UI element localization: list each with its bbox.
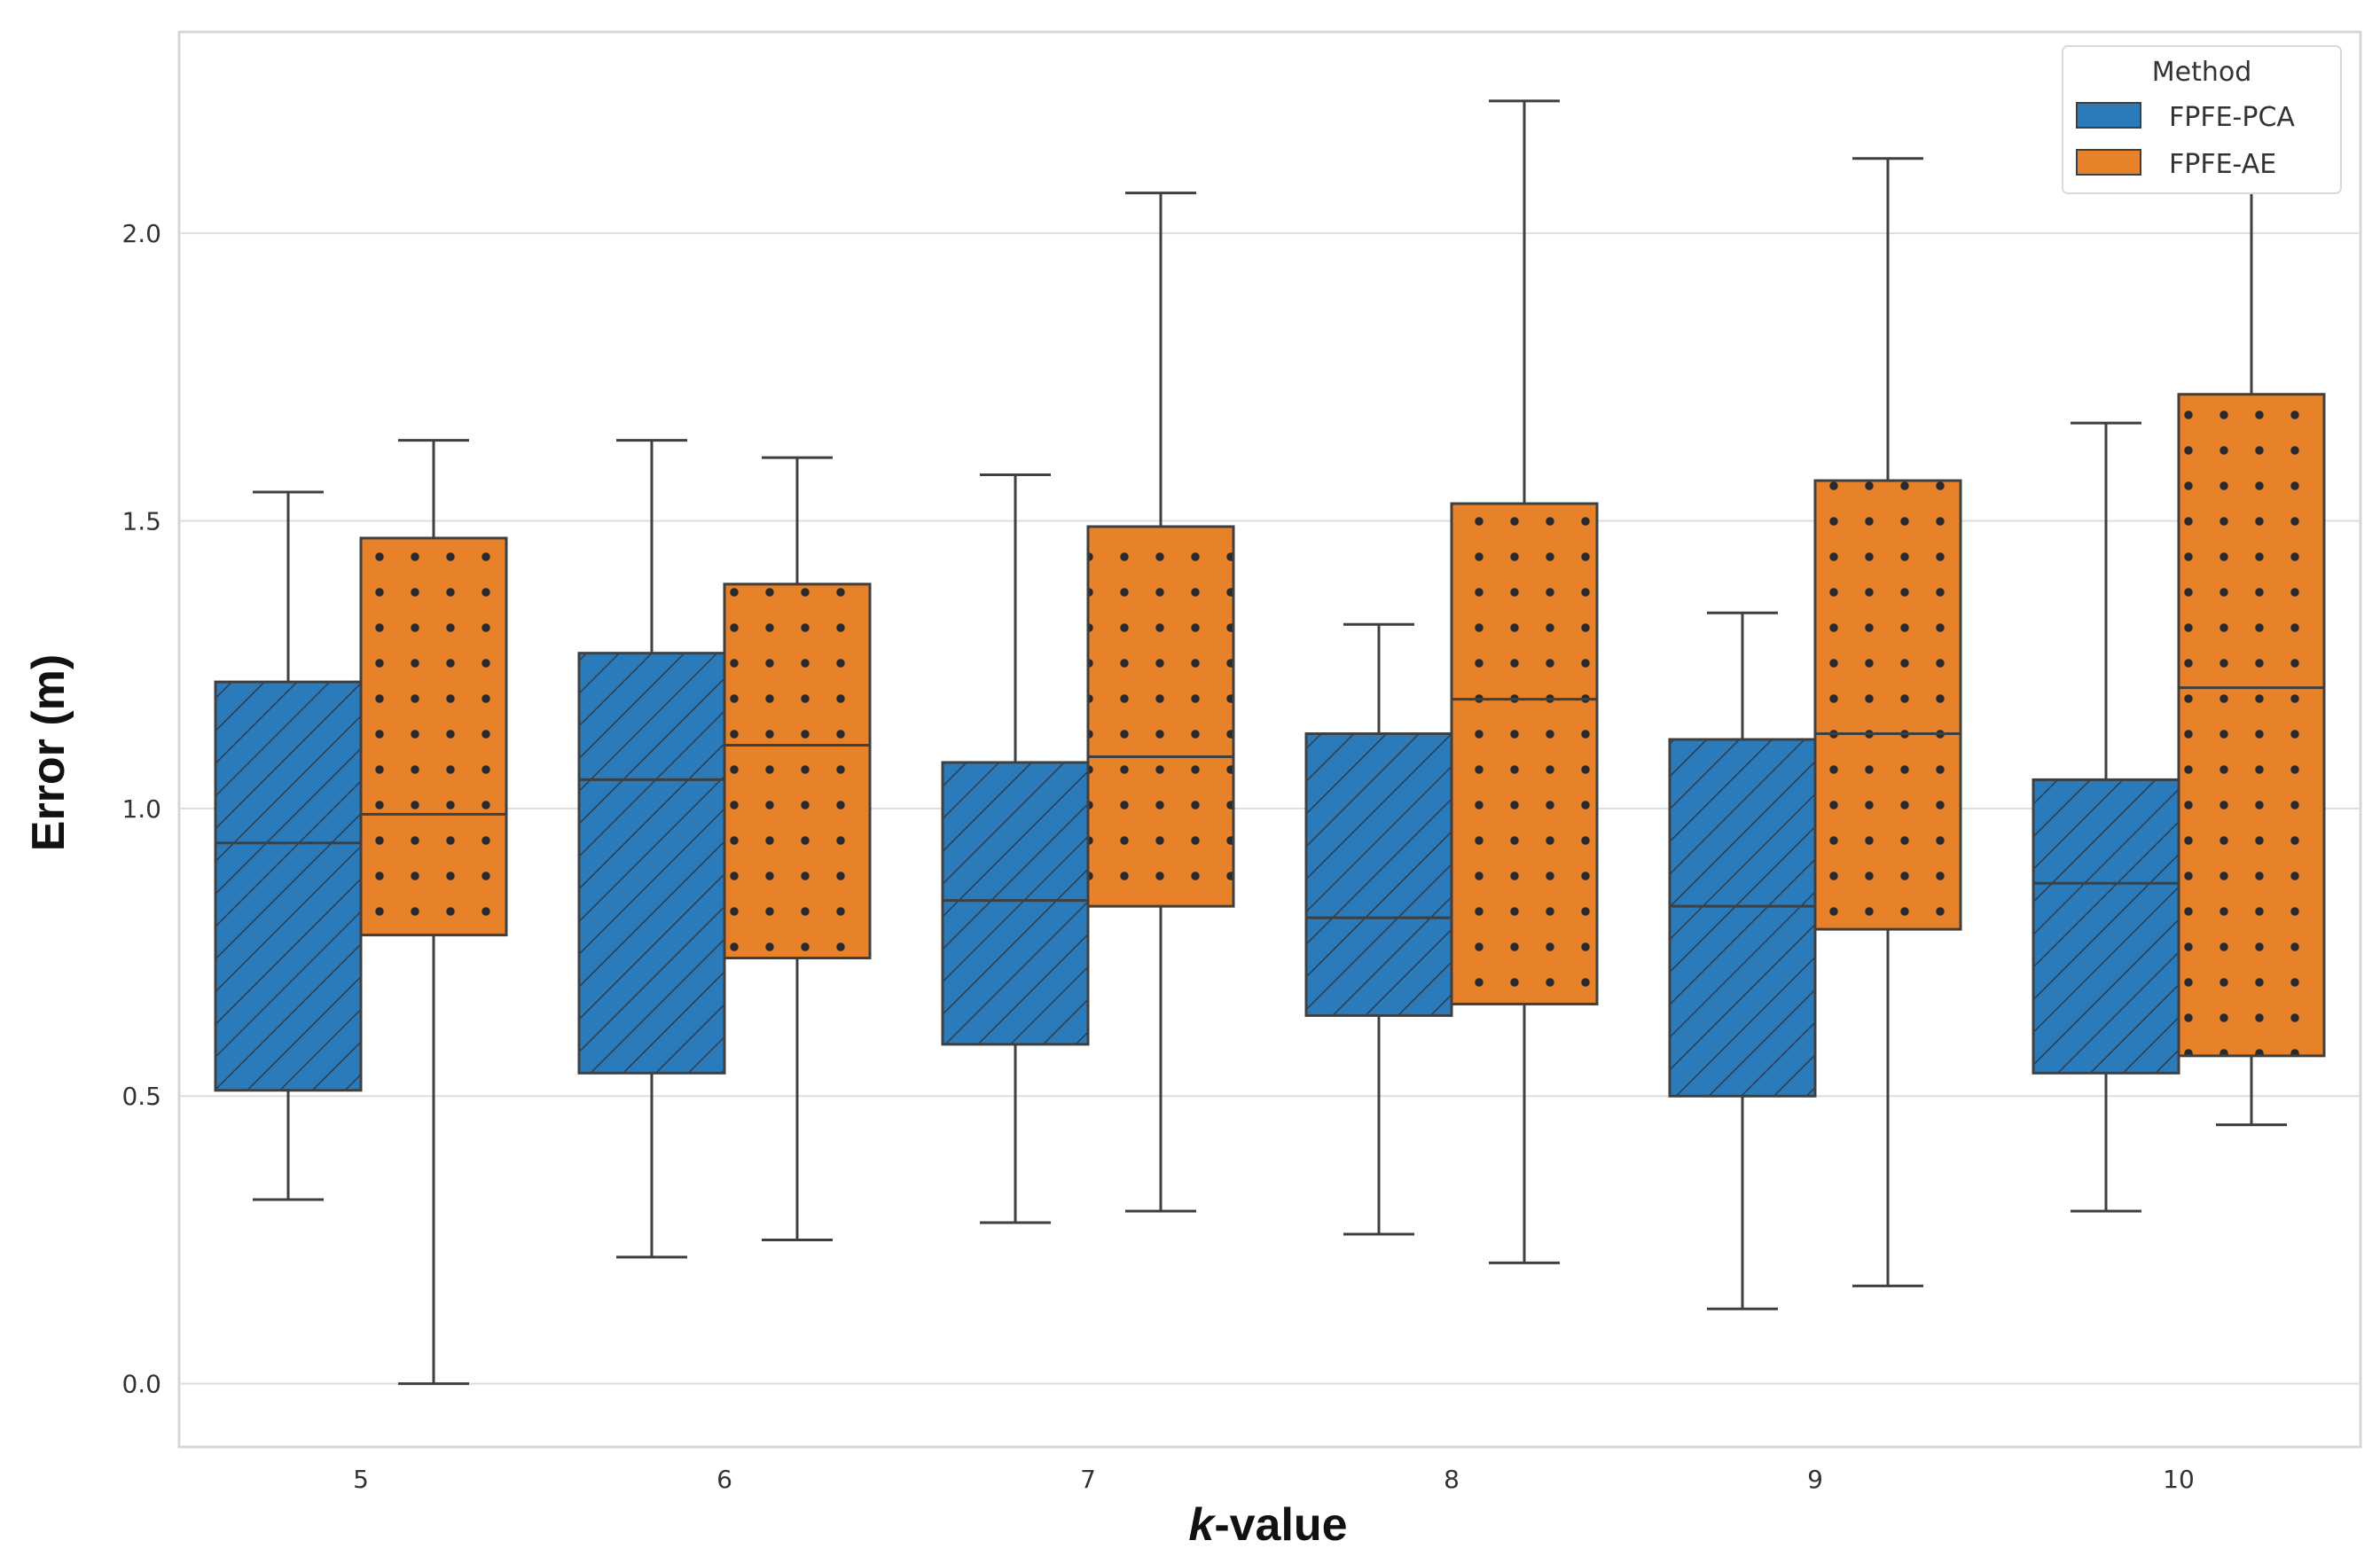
box-pattern xyxy=(1088,526,1233,907)
y-tick-label: 1.0 xyxy=(121,794,161,824)
box-fpfe-ae-k8 xyxy=(1450,99,1599,1264)
y-tick-labels: 0.0 0.5 1.0 1.5 2.0 xyxy=(121,219,161,1399)
box-pattern xyxy=(1815,481,1961,930)
box-fpfe-pca-k7 xyxy=(941,473,1090,1224)
legend-swatch-fpfe-pca xyxy=(2076,102,2141,129)
plot-frame xyxy=(177,30,2362,1449)
box-outline xyxy=(359,536,508,937)
box-fpfe-pca-k5 xyxy=(214,490,363,1201)
legend-swatch-fpfe-ae xyxy=(2076,149,2141,176)
x-tick-label: 10 xyxy=(2163,1465,2195,1494)
y-tick-label: 2.0 xyxy=(121,219,161,248)
box-pattern xyxy=(1306,733,1452,1016)
grid-lines xyxy=(179,232,2360,1385)
x-tick-label: 9 xyxy=(1807,1465,1823,1494)
box-fpfe-ae-k6 xyxy=(723,456,872,1241)
box-fpfe-ae-k10 xyxy=(2177,185,2326,1127)
box-fpfe-ae-k7 xyxy=(1086,192,1235,1213)
x-tick-label: 6 xyxy=(716,1465,732,1494)
box-pattern xyxy=(1452,504,1597,1005)
box-outline xyxy=(1813,479,1962,931)
box-outline xyxy=(1086,525,1235,908)
x-axis-title-rest: -value xyxy=(1214,1499,1347,1551)
x-tick-labels: 5 6 7 8 9 10 xyxy=(353,1465,2195,1494)
box-fpfe-ae-k5 xyxy=(359,439,508,1386)
box-series xyxy=(214,99,2326,1386)
legend: Method FPFE-PCA FPFE-AE xyxy=(2062,45,2342,194)
box-pattern xyxy=(361,537,506,935)
legend-title: Method xyxy=(2152,57,2252,88)
box-pattern xyxy=(724,583,870,958)
y-tick-label: 0.0 xyxy=(121,1370,161,1399)
x-tick-label: 5 xyxy=(353,1465,369,1494)
box-pattern xyxy=(2179,394,2324,1056)
box-outline xyxy=(1450,502,1599,1005)
box-pattern xyxy=(215,682,361,1091)
box-pattern xyxy=(2033,779,2179,1074)
box-fpfe-pca-k8 xyxy=(1304,622,1453,1236)
y-tick-label: 1.5 xyxy=(121,506,161,536)
box-fpfe-ae-k9 xyxy=(1813,157,1962,1287)
y-tick-label: 0.5 xyxy=(121,1082,161,1111)
y-axis-title: Error (m) xyxy=(23,654,74,851)
legend-label-fpfe-ae: FPFE-AE xyxy=(2169,149,2276,180)
x-axis-title-italic: k xyxy=(1188,1499,1217,1551)
x-tick-label: 8 xyxy=(1444,1465,1460,1494)
series-fpfe-ae xyxy=(359,99,2326,1386)
legend-label-fpfe-pca: FPFE-PCA xyxy=(2169,102,2295,133)
box-pattern xyxy=(579,653,724,1074)
box-outline xyxy=(723,583,872,960)
box-pattern xyxy=(943,762,1088,1044)
box-fpfe-pca-k9 xyxy=(1668,611,1817,1310)
box-fpfe-pca-k6 xyxy=(577,439,726,1259)
box-pattern xyxy=(1670,739,1815,1097)
box-outline xyxy=(2177,393,2326,1058)
x-axis-title: k-value xyxy=(1188,1499,1347,1551)
x-tick-label: 7 xyxy=(1080,1465,1096,1494)
series-fpfe-pca xyxy=(214,421,2180,1310)
box-fpfe-pca-k10 xyxy=(2032,421,2180,1213)
